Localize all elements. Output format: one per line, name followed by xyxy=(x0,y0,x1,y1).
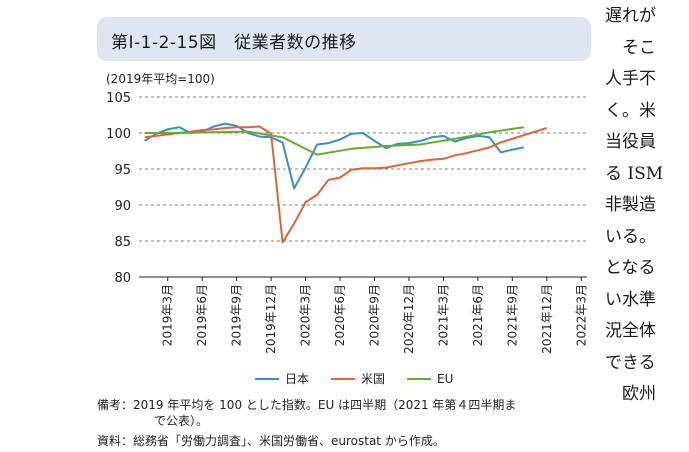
body-text-line: 欧州 xyxy=(605,384,656,404)
x-tick-label: 2022年3月 xyxy=(574,284,588,346)
x-tick-label: 2021年6月 xyxy=(471,284,485,346)
x-tick-label: 2019年3月 xyxy=(161,284,175,346)
x-tick-label: 2019年9月 xyxy=(230,284,244,346)
body-text-line: 遅れが xyxy=(605,6,656,26)
legend-label-us: 米国 xyxy=(361,372,386,386)
x-tick-label: 2021年9月 xyxy=(505,284,519,346)
legend-label-japan: 日本 xyxy=(285,372,310,386)
note-line-2: で公表）。 xyxy=(154,414,209,428)
y-tick-label: 105 xyxy=(106,91,131,106)
body-text-line: できる xyxy=(605,352,656,373)
x-tick-label: 2019年6月 xyxy=(195,284,209,346)
body-text-line: 非製造 xyxy=(605,195,656,215)
body-text-line: く。米 xyxy=(605,100,656,121)
body-text-line: となる xyxy=(605,258,656,278)
y-tick-label: 85 xyxy=(114,235,131,250)
body-text-line: そこ xyxy=(605,37,656,58)
body-text-line: いる。 xyxy=(605,226,656,247)
note-line-1: 備考：2019 年平均を 100 とした指数。EU は四半期（2021 年第４四… xyxy=(97,398,517,412)
y-tick-label: 80 xyxy=(114,271,131,286)
figure-title: 第Ⅰ-1-2-15図 従業者数の推移 xyxy=(97,17,591,61)
legend-item-us: 米国 xyxy=(331,370,385,387)
legend-swatch-us xyxy=(331,377,356,380)
series-line-eu xyxy=(144,126,524,156)
legend-swatch-japan xyxy=(255,377,279,380)
body-text-line: る ISM xyxy=(605,163,664,184)
x-tick-label: 2020年9月 xyxy=(367,284,381,346)
legend-label-eu: EU xyxy=(437,371,454,386)
unit-label: (2019年平均=100) xyxy=(106,72,215,86)
x-tick-label: 2020年12月 xyxy=(402,284,416,354)
source-note: 資料：総務省「労働力調査」、米国労働省、eurostat から作成。 xyxy=(97,434,445,448)
y-tick-label: 95 xyxy=(114,163,131,178)
x-tick-label: 2021年12月 xyxy=(540,284,554,354)
y-tick-label: 90 xyxy=(114,199,131,214)
y-tick-label: 100 xyxy=(106,127,131,142)
x-tick-label: 2021年3月 xyxy=(436,284,450,346)
legend-swatch-eu xyxy=(407,377,432,380)
series-line-us xyxy=(144,125,548,244)
employment-line-chart: 80 85 90 95 100 105 2019年3月 2019年6月 2019年9月 2019年… xyxy=(106,91,588,354)
x-tick-label: 2020年3月 xyxy=(299,284,313,346)
chart-legend: 日本 米国 EU xyxy=(255,370,453,387)
legend-item-eu: EU xyxy=(407,372,453,386)
body-text-line: 当役員 xyxy=(605,132,656,152)
legend-item-japan: 日本 xyxy=(255,370,309,387)
body-text-column: 遅れが そこ人手不く。米当役員る ISM 非製造いる。となるい水準況全体できる 欧… xyxy=(605,0,689,452)
body-text-line: 況全体 xyxy=(605,321,656,341)
x-tick-label: 2020年6月 xyxy=(333,284,347,346)
body-text-line: 人手不 xyxy=(605,69,656,89)
body-text-line: い水準 xyxy=(605,289,656,310)
x-tick-label: 2019年12月 xyxy=(264,284,278,354)
